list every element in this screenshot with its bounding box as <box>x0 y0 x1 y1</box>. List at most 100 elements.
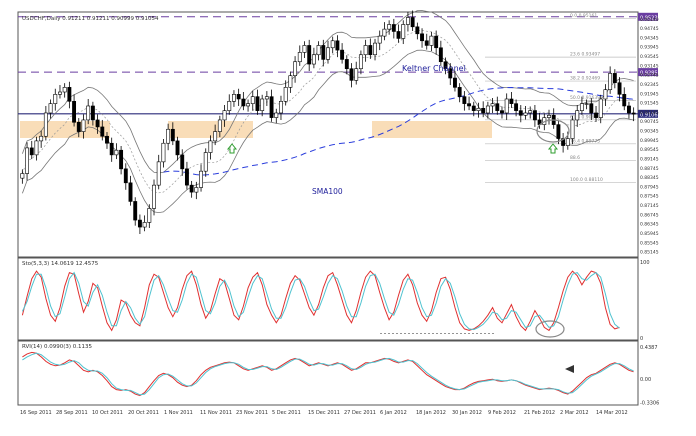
candlestick <box>547 109 551 125</box>
price-highlight-circle <box>536 119 570 143</box>
candlestick <box>396 24 401 43</box>
stochastic-signal-line <box>21 271 620 331</box>
candlestick <box>354 61 359 85</box>
price-axis-tick-label: 0.92745 <box>640 73 659 79</box>
rvi-layer <box>22 351 634 397</box>
candlestick <box>377 30 382 51</box>
fib-level-label: 50.0 0.91639 <box>570 95 600 101</box>
candlestick <box>443 57 448 75</box>
price-axis-tick-label: 0.90745 <box>640 119 659 125</box>
candlestick <box>382 22 387 41</box>
candlestick <box>25 142 29 181</box>
candlestick <box>166 123 171 151</box>
candlestick <box>311 47 316 69</box>
candlestick <box>622 87 627 111</box>
price-axis-tick-label: 0.87145 <box>640 203 659 209</box>
candlestick <box>255 89 260 115</box>
candlestick <box>250 91 255 111</box>
candlestick <box>180 149 185 176</box>
x-axis-date-label: 18 Jan 2012 <box>416 410 446 416</box>
price-axis-tick-label: 0.85145 <box>640 250 659 256</box>
candlestick <box>561 132 566 153</box>
candlestick <box>368 38 373 59</box>
level-price-box <box>638 109 658 118</box>
candlestick <box>448 63 453 86</box>
candlestick <box>62 83 67 98</box>
price-axis-tick-label: 0.93145 <box>640 63 659 69</box>
candlestick <box>500 106 504 119</box>
axis-layer: 0.95230 0.92855 0.91063 0.95140 0.94745 0.943… <box>20 12 661 416</box>
price-axis-tick-label: 0.93545 <box>640 54 659 60</box>
candlestick <box>53 88 58 111</box>
candlestick <box>462 91 467 111</box>
candlestick <box>358 50 363 75</box>
candlestick <box>575 105 580 127</box>
candlestick <box>453 71 457 92</box>
rvi-panel-title: RVI(14) 0.0990(3) 0.1135 <box>22 344 92 350</box>
price-axis-tick-label: 0.91945 <box>640 91 659 97</box>
candlestick <box>199 164 203 192</box>
x-axis-date-label: 30 Jan 2012 <box>452 410 482 416</box>
fib-level-label: 76.4 0.89775 <box>570 138 600 144</box>
candlestick <box>429 31 434 52</box>
support-zone-3 <box>372 121 492 138</box>
candlestick <box>504 93 509 120</box>
candlestick <box>321 39 326 67</box>
level-price-label: 0.91063 <box>640 112 661 118</box>
candlestick <box>123 163 128 190</box>
candlestick <box>236 88 241 106</box>
x-axis-date-label: 6 Jan 2012 <box>380 410 407 416</box>
candlestick <box>363 39 368 62</box>
price-layer: 0.0 0.95161 23.6 0.93497 38.2 0.92469 50.0 … <box>18 10 638 235</box>
price-axis-tick-label: 0.88745 <box>640 166 659 172</box>
x-axis-date-label: 14 Mar 2012 <box>596 410 628 416</box>
price-axis-tick-label: 0.93945 <box>640 45 659 51</box>
price-axis-tick-label: 0.85945 <box>640 231 659 237</box>
candlestick <box>208 135 213 160</box>
candlestick <box>227 94 232 115</box>
rvi-panel-frame <box>17 340 639 406</box>
price-axis-tick-label: 0.92345 <box>640 82 659 88</box>
candlestick <box>297 45 302 66</box>
candlestick <box>217 115 222 138</box>
candlestick <box>72 94 77 127</box>
x-axis-date-label: 10 Oct 2011 <box>92 410 123 416</box>
candlestick <box>307 39 312 72</box>
candlestick <box>471 101 476 117</box>
price-panel-frame <box>17 11 639 258</box>
candlestick <box>222 105 227 127</box>
candlestick <box>81 114 86 139</box>
price-axis-tick-label: 0.86345 <box>640 222 659 228</box>
price-axis-tick-label: 0.87945 <box>640 184 659 190</box>
fib-level-label: 100.0 0.88110 <box>570 177 603 183</box>
keltner-channel-label: Keltner Channel <box>402 64 466 73</box>
candlestick <box>90 101 95 126</box>
candlestick <box>293 56 298 83</box>
candlestick <box>490 98 495 113</box>
candlestick <box>34 136 39 161</box>
candlestick <box>349 63 354 88</box>
candlestick <box>340 43 345 64</box>
rvi-axis-tick-label: 0.4387 <box>640 345 658 351</box>
candlestick <box>391 18 396 39</box>
x-axis-date-label: 27 Dec 2011 <box>344 410 376 416</box>
candlestick <box>556 120 561 145</box>
price-axis-tick-label: 0.91545 <box>640 101 659 107</box>
candlestick <box>589 98 594 120</box>
x-axis-date-label: 9 Feb 2012 <box>488 410 516 416</box>
x-axis-date-label: 28 Sep 2011 <box>56 410 88 416</box>
stochastic-highlight-circle <box>535 320 565 338</box>
candlestick <box>570 115 575 145</box>
candlestick <box>438 40 443 66</box>
price-axis-tick-label: 0.86745 <box>640 212 659 218</box>
candlestick <box>424 33 429 50</box>
candlestick <box>434 30 439 55</box>
candlestick <box>485 101 490 119</box>
candlestick <box>415 22 420 40</box>
candlestick <box>67 81 72 109</box>
candlestick <box>246 99 251 112</box>
candlestick <box>288 71 293 93</box>
level-price-box <box>638 12 658 21</box>
